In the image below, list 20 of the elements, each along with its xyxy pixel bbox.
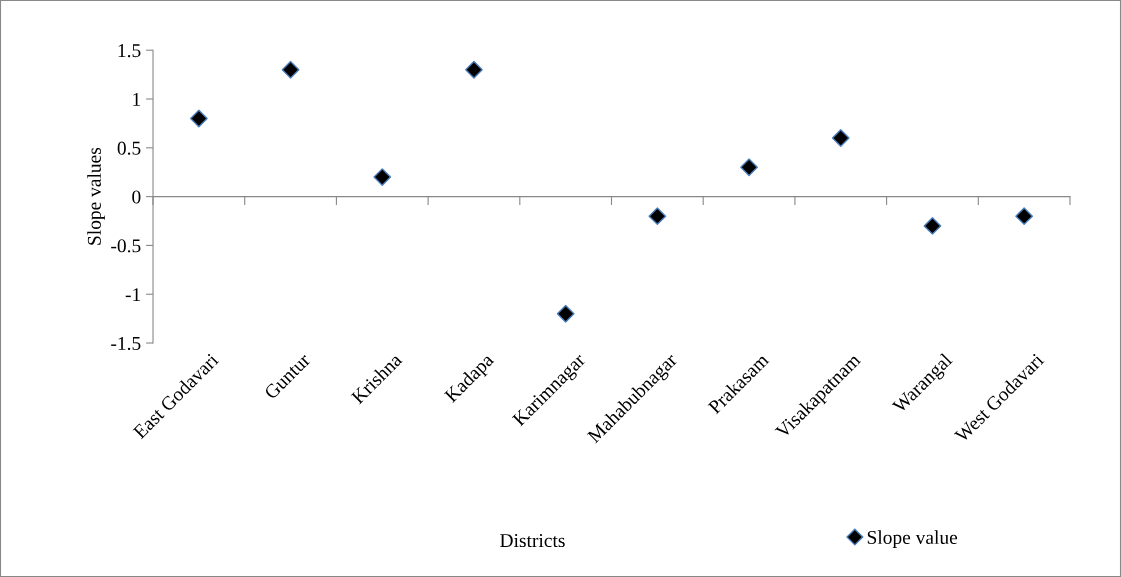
y-axis-title: Slope values	[87, 147, 105, 245]
point	[281, 60, 300, 79]
y-tick-label: -1.5	[111, 336, 141, 351]
point	[556, 304, 575, 323]
point	[373, 168, 392, 187]
x-axis-title: Districts	[500, 534, 565, 548]
legend-label: Slope value	[867, 530, 958, 548]
point	[831, 129, 850, 147]
point	[465, 60, 483, 79]
y-tick-label: -1	[125, 288, 141, 301]
point	[189, 109, 208, 128]
y-tick-label: 1.5	[118, 44, 141, 58]
y-tick-label: -0.5	[111, 239, 141, 253]
y-tick-label: 0.5	[117, 141, 141, 155]
point	[923, 216, 942, 235]
y-tick-label: 1	[133, 92, 141, 106]
y-tick-label: 0	[132, 190, 141, 204]
point	[648, 207, 667, 226]
point	[740, 158, 758, 177]
point	[1015, 207, 1034, 226]
